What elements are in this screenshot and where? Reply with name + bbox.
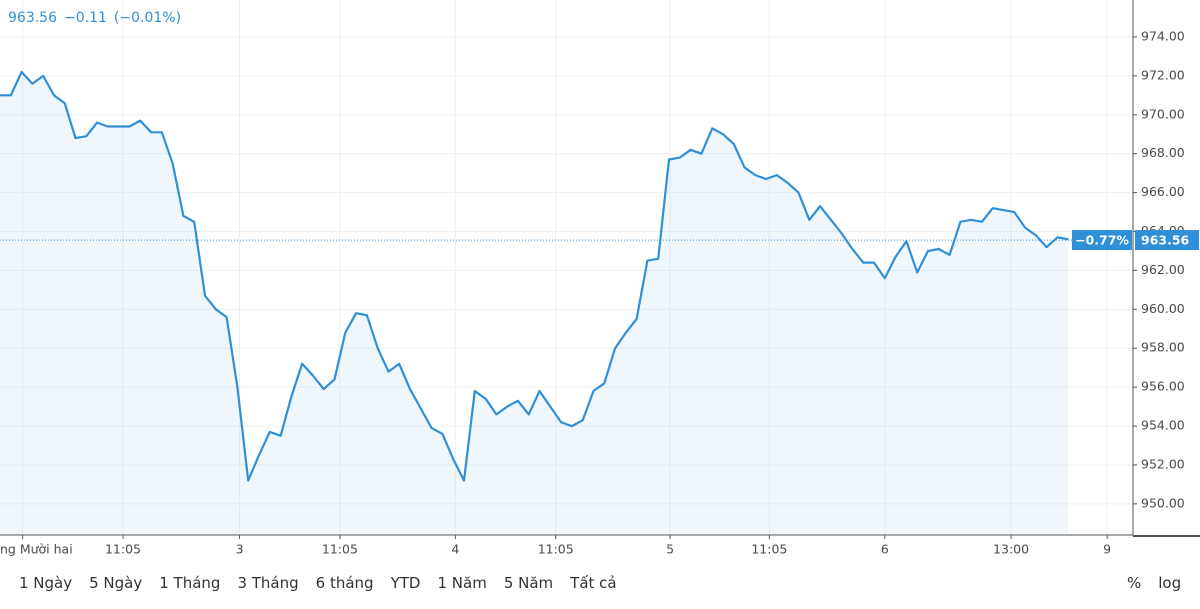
x-tick-label: 5 [666, 542, 674, 557]
x-tick-label: 3 [236, 542, 244, 557]
y-tick-label: 954.00 [1141, 418, 1185, 433]
x-tick-label: 6 [881, 542, 889, 557]
x-tick-label: 11:05 [105, 542, 141, 557]
x-tick-label: 11:05 [751, 542, 787, 557]
range-button[interactable]: Tất cả [570, 574, 617, 592]
range-toolbar: 1 Ngày 5 Ngày 1 Tháng 3 Tháng 6 tháng YTD 1 Nă… [19, 574, 617, 592]
axis-corner [1133, 535, 1200, 537]
percent-button[interactable]: % [1127, 574, 1142, 592]
y-tick-label: 956.00 [1141, 379, 1185, 394]
x-tick-label: 13:00 [993, 542, 1029, 557]
header: 963.56 −0.11 (−0.01%) [8, 10, 181, 26]
y-tick-label: 970.00 [1141, 106, 1185, 121]
y-tick-label: 968.00 [1141, 145, 1185, 160]
range-button[interactable]: 6 tháng [315, 574, 374, 592]
header-price: 963.56 [8, 10, 57, 26]
scale-toolbar: % log [1127, 574, 1181, 592]
header-change: −0.11 [64, 10, 107, 26]
range-button[interactable]: 1 Tháng [159, 574, 221, 592]
y-tick-label: 974.00 [1141, 28, 1185, 43]
last-value-box [1135, 230, 1199, 251]
log-button[interactable]: log [1158, 574, 1182, 592]
y-tick-label: 958.00 [1141, 340, 1185, 355]
y-tick-label: 966.00 [1141, 184, 1185, 199]
x-tick-label: 4 [451, 542, 459, 557]
range-button[interactable]: 5 Năm [503, 574, 554, 592]
x-tick-label: 9 [1103, 542, 1111, 557]
range-button[interactable]: 3 Tháng [237, 574, 299, 592]
y-tick-label: 952.00 [1141, 456, 1185, 471]
y-tick-label: 962.00 [1141, 262, 1185, 277]
y-tick-label: 972.00 [1141, 67, 1185, 82]
y-tick-label: 960.00 [1141, 301, 1185, 316]
range-button[interactable]: 5 Ngày [89, 574, 143, 592]
range-button[interactable]: 1 Ngày [19, 574, 73, 592]
area [0, 72, 1069, 535]
change-box [1072, 230, 1132, 251]
y-tick-label: 950.00 [1141, 495, 1185, 510]
x-tick-label: ng Mười hai [0, 542, 73, 557]
range-button[interactable]: 1 Năm [437, 574, 487, 592]
x-tick-label: 11:05 [322, 542, 358, 557]
range-button[interactable]: YTD [390, 574, 421, 592]
change-label: −0.77% [1075, 233, 1129, 248]
x-tick-label: 11:05 [538, 542, 574, 557]
last-value-label: 963.56 [1141, 233, 1190, 248]
header-change-pct: (−0.01%) [113, 10, 182, 26]
line [0, 70, 1069, 482]
